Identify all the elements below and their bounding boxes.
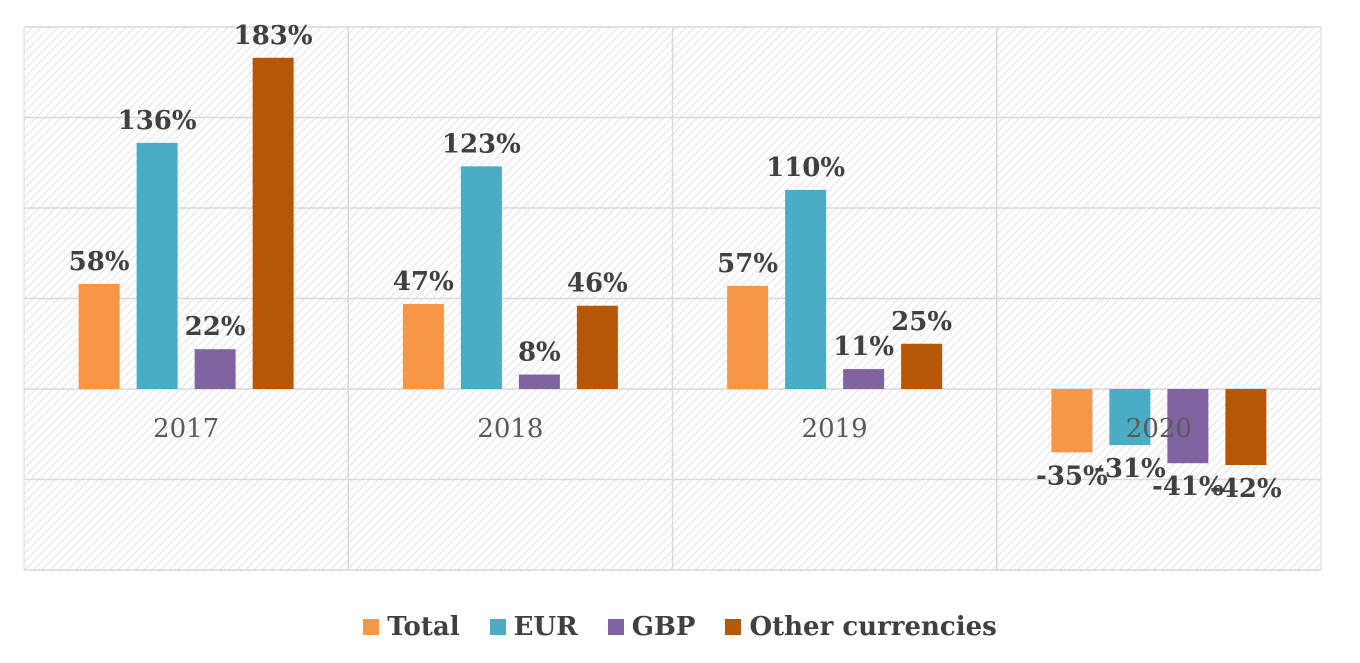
data-label: 25% — [891, 307, 952, 337]
legend-label: Other currencies — [749, 612, 997, 642]
data-label: -31% — [1094, 454, 1166, 484]
bar-eur-2018 — [460, 166, 502, 389]
data-label: 22% — [185, 312, 246, 342]
data-label: 11% — [833, 332, 894, 362]
bar-other-currencies-2018 — [576, 305, 618, 389]
legend-item-eur: EUR — [489, 612, 578, 642]
data-label: 8% — [518, 338, 561, 368]
legend: Total EUR GBP Other currencies — [0, 612, 1360, 642]
bar-total-2020 — [1051, 389, 1093, 453]
legend-item-gbp: GBP — [607, 612, 696, 642]
legend-item-other-currencies: Other currencies — [725, 612, 997, 642]
chart-canvas: 2017 2018 2019 2020 58% 136% 22% 183% 47% 123% 8%… — [23, 21, 1322, 571]
data-label: 46% — [567, 269, 628, 299]
bars — [78, 57, 1267, 466]
data-label: 136% — [118, 106, 197, 136]
gridlines — [24, 26, 1321, 571]
bar-gbp-2019 — [843, 369, 885, 389]
bar-gbp-2017 — [194, 349, 236, 389]
bar-eur-2020 — [1109, 389, 1151, 446]
bar-gbp-2018 — [518, 374, 560, 389]
category-label-2020: 2020 — [1126, 414, 1192, 444]
legend-swatch — [489, 619, 506, 635]
data-label: -42% — [1210, 474, 1282, 504]
bar-total-2017 — [78, 284, 120, 389]
bar-gbp-2020 — [1167, 389, 1209, 464]
legend-label: Total — [387, 612, 460, 642]
legend-swatch — [363, 619, 380, 635]
category-label-2018: 2018 — [477, 414, 543, 444]
data-label: 58% — [69, 247, 130, 277]
data-label: 110% — [766, 153, 845, 183]
bar-total-2018 — [402, 303, 444, 389]
bar-other-currencies-2017 — [252, 57, 294, 390]
bar-eur-2017 — [136, 142, 178, 389]
data-label: 57% — [717, 249, 778, 279]
legend-label: GBP — [631, 612, 696, 642]
data-label: 47% — [393, 267, 454, 297]
bar-eur-2019 — [785, 189, 827, 389]
data-label: -41% — [1152, 472, 1224, 502]
legend-label: EUR — [513, 612, 578, 642]
data-label: 183% — [234, 21, 313, 51]
bar-other-currencies-2019 — [901, 343, 943, 389]
data-labels: 58% 136% 22% 183% 47% 123% 8% 46% 57% 110% 11%25% -… — [69, 21, 1282, 504]
legend-swatch — [607, 619, 624, 635]
bar-total-2019 — [727, 285, 769, 389]
category-labels: 2017 2018 2019 2020 — [153, 414, 1192, 444]
bar-other-currencies-2020 — [1225, 389, 1267, 466]
legend-swatch — [725, 619, 742, 635]
data-label: -35% — [1036, 461, 1108, 491]
legend-item-total: Total — [363, 612, 460, 642]
category-label-2017: 2017 — [153, 414, 219, 444]
data-label: 123% — [442, 129, 521, 159]
category-label-2019: 2019 — [802, 414, 868, 444]
